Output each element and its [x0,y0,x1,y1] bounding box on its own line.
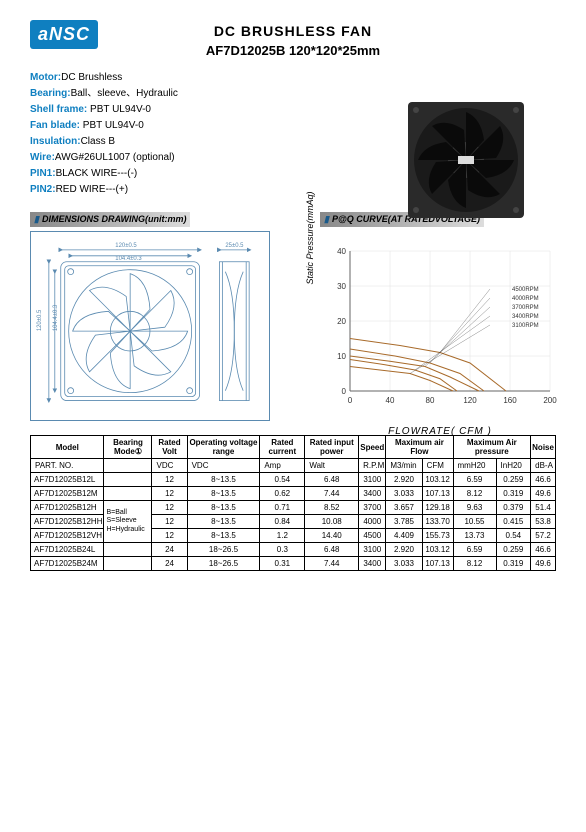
svg-text:4000RPM: 4000RPM [512,296,539,302]
svg-text:160: 160 [503,396,517,405]
spec-label: Motor: [30,72,61,83]
svg-text:4500RPM: 4500RPM [512,287,539,293]
dimension-drawing: 120±0.5 104.4±0.3 120±0.5 104.4±0.3 25±0… [30,231,270,421]
svg-text:3700RPM: 3700RPM [512,305,539,311]
spec-value: AWG#26UL1007 (optional) [55,152,175,163]
spec-value: BLACK WIRE---(-) [56,168,138,179]
svg-text:120: 120 [463,396,477,405]
spec-value: Class B [81,136,115,147]
spec-label: Wire: [30,152,55,163]
spec-table: ModelBearing Mode①Rated VoltOperating vo… [30,435,556,571]
svg-text:0: 0 [342,387,347,396]
dim-hole-h: 104.4±0.3 [115,256,142,262]
dim-h: 120±0.5 [37,309,43,331]
spec-value: DC Brushless [61,72,122,83]
dim-depth: 25±0.5 [225,243,244,249]
spec-label: Fan blade: [30,120,80,131]
spec-label: Shell frame: [30,104,87,115]
pq-ylabel: Static Pressure(mmAq) [305,191,315,284]
spec-label: PIN1: [30,168,56,179]
svg-text:3100RPM: 3100RPM [512,323,539,329]
spec-label: Insulation: [30,136,81,147]
svg-text:40: 40 [386,396,395,405]
dim-hole-v: 104.4±0.3 [53,304,59,331]
header-titles: DC BRUSHLESS FAN AF7D12025B 120*120*25mm [30,23,556,58]
title-sub: AF7D12025B 120*120*25mm [30,43,556,58]
svg-text:30: 30 [337,282,346,291]
pq-chart: Static Pressure(mmAq) 010203040040801201… [320,231,560,421]
svg-text:3400RPM: 3400RPM [512,314,539,320]
spec-value: Ball、sleeve、Hydraulic [71,88,178,99]
logo: aNSC [30,20,98,49]
fan-photo [406,100,526,220]
spec-value: PBT UL94V-0 [87,104,151,115]
svg-text:0: 0 [348,396,353,405]
svg-text:200: 200 [543,396,557,405]
svg-text:40: 40 [337,247,346,256]
svg-text:10: 10 [337,352,346,361]
spec-value: PBT UL94V-0 [80,120,144,131]
spec-value: RED WIRE---(+) [56,184,129,195]
spec-label: PIN2: [30,184,56,195]
dim-w: 120±0.5 [115,243,137,249]
spec-label: Bearing: [30,88,71,99]
svg-text:20: 20 [337,317,346,326]
section-dim-header: DIMENSIONS DRAWING(unit:mm) [30,212,190,227]
title-main: DC BRUSHLESS FAN [30,23,556,39]
pq-xlabel: FLOWRATE( CFM ) [320,426,560,437]
svg-text:80: 80 [426,396,435,405]
